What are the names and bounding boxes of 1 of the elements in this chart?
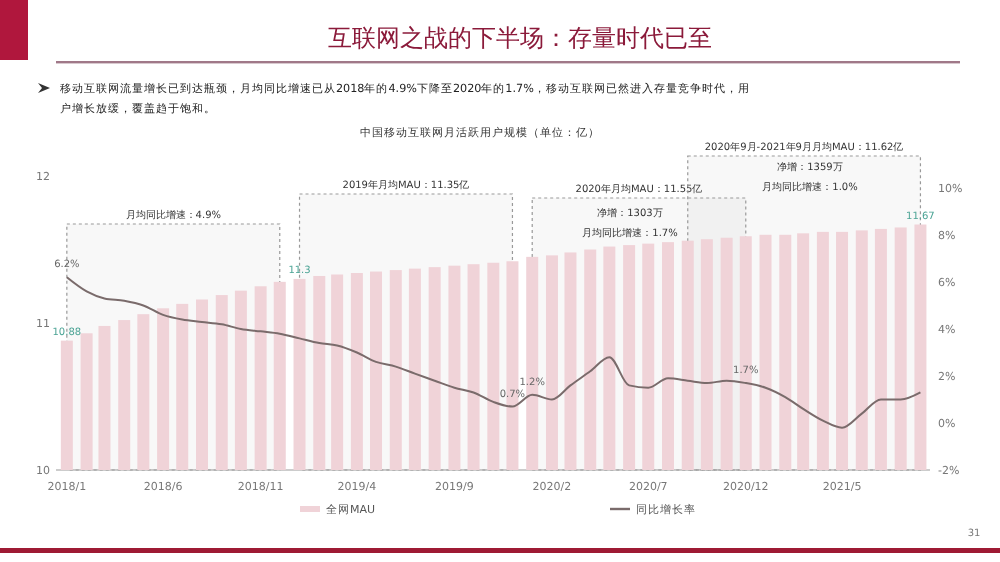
chart-title: 互联网之战的下半场：存量时代已至 bbox=[328, 24, 712, 52]
